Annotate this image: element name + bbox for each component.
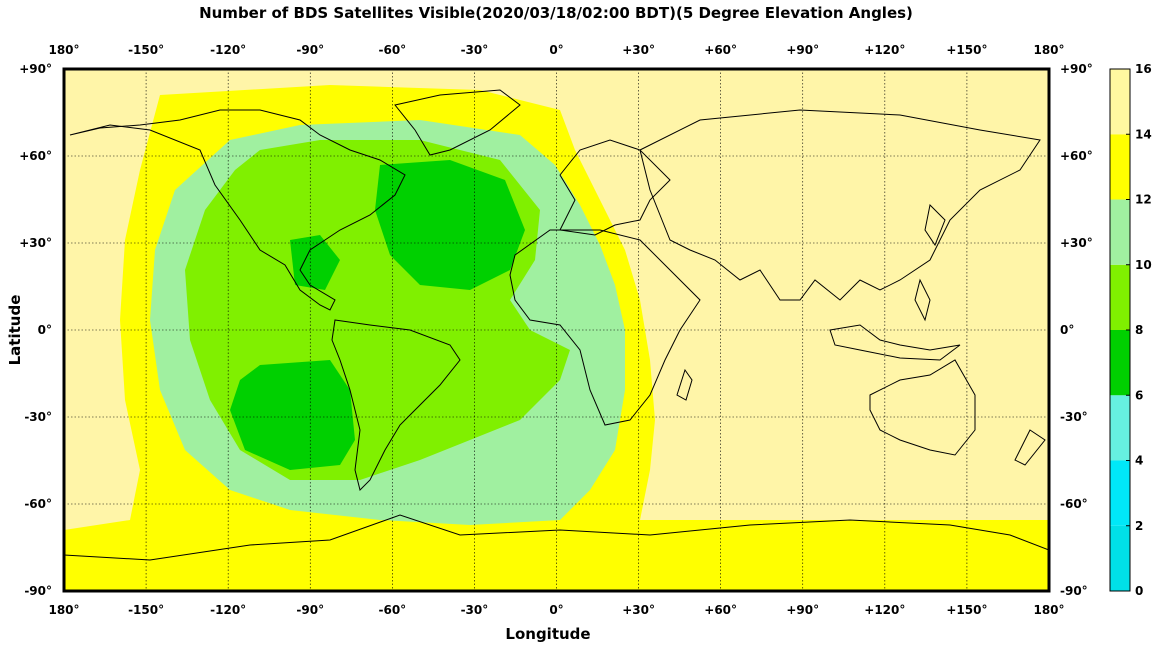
colorbar-tick-label: 10	[1135, 258, 1152, 272]
lon-tick-label-top: -90°	[296, 43, 324, 57]
zone-6-8-north	[375, 160, 525, 290]
colorbar-band	[1110, 264, 1130, 330]
lat-tick-label-left: -60°	[24, 497, 52, 511]
colorbar	[1110, 69, 1130, 591]
lon-tick-label-bottom: +120°	[864, 603, 905, 617]
colorbar-ticks: 0 2 4 6 8 10 12 14 16	[1126, 62, 1152, 598]
colorbar-tick-label: 16	[1135, 62, 1152, 76]
colorbar-band	[1110, 395, 1130, 461]
lat-tick-label-right: +60°	[1060, 149, 1093, 163]
latitude-ticks-left: +90° +60° +30° 0° -30° -60° -90°	[19, 62, 52, 598]
latitude-ticks-right: +90° +60° +30° 0° -30° -60° -90°	[1060, 62, 1093, 598]
colorbar-band	[1110, 134, 1130, 200]
colorbar-tick-label: 4	[1135, 454, 1143, 468]
lon-tick-label-top: +60°	[704, 43, 737, 57]
lon-tick-label-top: 0°	[549, 43, 563, 57]
lon-tick-label-bottom: -90°	[296, 603, 324, 617]
gridlines	[64, 69, 1049, 591]
lon-tick-label-bottom: +90°	[786, 603, 819, 617]
coastlines	[64, 89, 1049, 561]
lon-tick-label-top: +30°	[622, 43, 655, 57]
lat-tick-label-right: +90°	[1060, 62, 1093, 76]
lon-tick-label-top: -60°	[378, 43, 406, 57]
colorbar-tick-label: 12	[1135, 193, 1152, 207]
zone-6-8-south	[230, 360, 355, 470]
y-axis-label: Latitude	[6, 295, 24, 366]
lon-tick-label-top: 180°	[1033, 43, 1064, 57]
map-title: Number of BDS Satellites Visible(2020/03…	[199, 4, 913, 22]
colorbar-tick-label: 8	[1135, 323, 1143, 337]
colorbar-tick-label: 6	[1135, 388, 1143, 402]
colorbar-tick-label: 0	[1135, 584, 1143, 598]
lon-tick-label-bottom: 180°	[1033, 603, 1064, 617]
lon-tick-label-top: +90°	[786, 43, 819, 57]
lon-tick-label-bottom: +30°	[622, 603, 655, 617]
lat-tick-label-left: +60°	[19, 149, 52, 163]
lon-tick-label-bottom: +60°	[704, 603, 737, 617]
colorbar-band	[1110, 199, 1130, 265]
colorbar-band	[1110, 330, 1130, 396]
lon-tick-label-top: -120°	[210, 43, 246, 57]
zone-6-8-west	[290, 235, 340, 290]
lat-tick-label-right: -30°	[1060, 410, 1088, 424]
lat-tick-label-left: -90°	[24, 584, 52, 598]
lon-tick-label-top: +120°	[864, 43, 905, 57]
map-frame	[62, 67, 1051, 593]
lon-tick-label-top: 180°	[48, 43, 79, 57]
colorbar-tick-label: 14	[1135, 127, 1152, 141]
lat-tick-label-right: -60°	[1060, 497, 1088, 511]
colorbar-band	[1110, 69, 1130, 135]
lat-tick-label-left: 0°	[38, 323, 52, 337]
colorbar-band	[1110, 525, 1130, 591]
lon-tick-label-top: -150°	[128, 43, 164, 57]
x-axis-label: Longitude	[505, 625, 590, 643]
lon-tick-label-bottom: -30°	[461, 603, 489, 617]
colorbar-tick-label: 2	[1135, 519, 1143, 533]
lon-tick-label-bottom: -150°	[128, 603, 164, 617]
lon-tick-label-top: -30°	[461, 43, 489, 57]
lat-tick-label-right: -90°	[1060, 584, 1088, 598]
lon-tick-label-bottom: -60°	[378, 603, 406, 617]
lon-tick-label-bottom: 180°	[48, 603, 79, 617]
lat-tick-label-left: +90°	[19, 62, 52, 76]
lat-tick-label-left: -30°	[24, 410, 52, 424]
lat-tick-label-right: 0°	[1060, 323, 1074, 337]
longitude-ticks-bottom: 180° -150° -120° -90° -60° -30° 0° +30° +60° +90°…	[48, 603, 1064, 617]
lon-tick-label-top: +150°	[946, 43, 987, 57]
colorbar-band	[1110, 460, 1130, 526]
lon-tick-label-bottom: -120°	[210, 603, 246, 617]
lon-tick-label-bottom: +150°	[946, 603, 987, 617]
lat-tick-label-right: +30°	[1060, 236, 1093, 250]
lon-tick-label-bottom: 0°	[549, 603, 563, 617]
longitude-ticks-top: 180° -150° -120° -90° -60° -30° 0° +30° +60° +90°…	[48, 43, 1064, 57]
lat-tick-label-left: +30°	[19, 236, 52, 250]
